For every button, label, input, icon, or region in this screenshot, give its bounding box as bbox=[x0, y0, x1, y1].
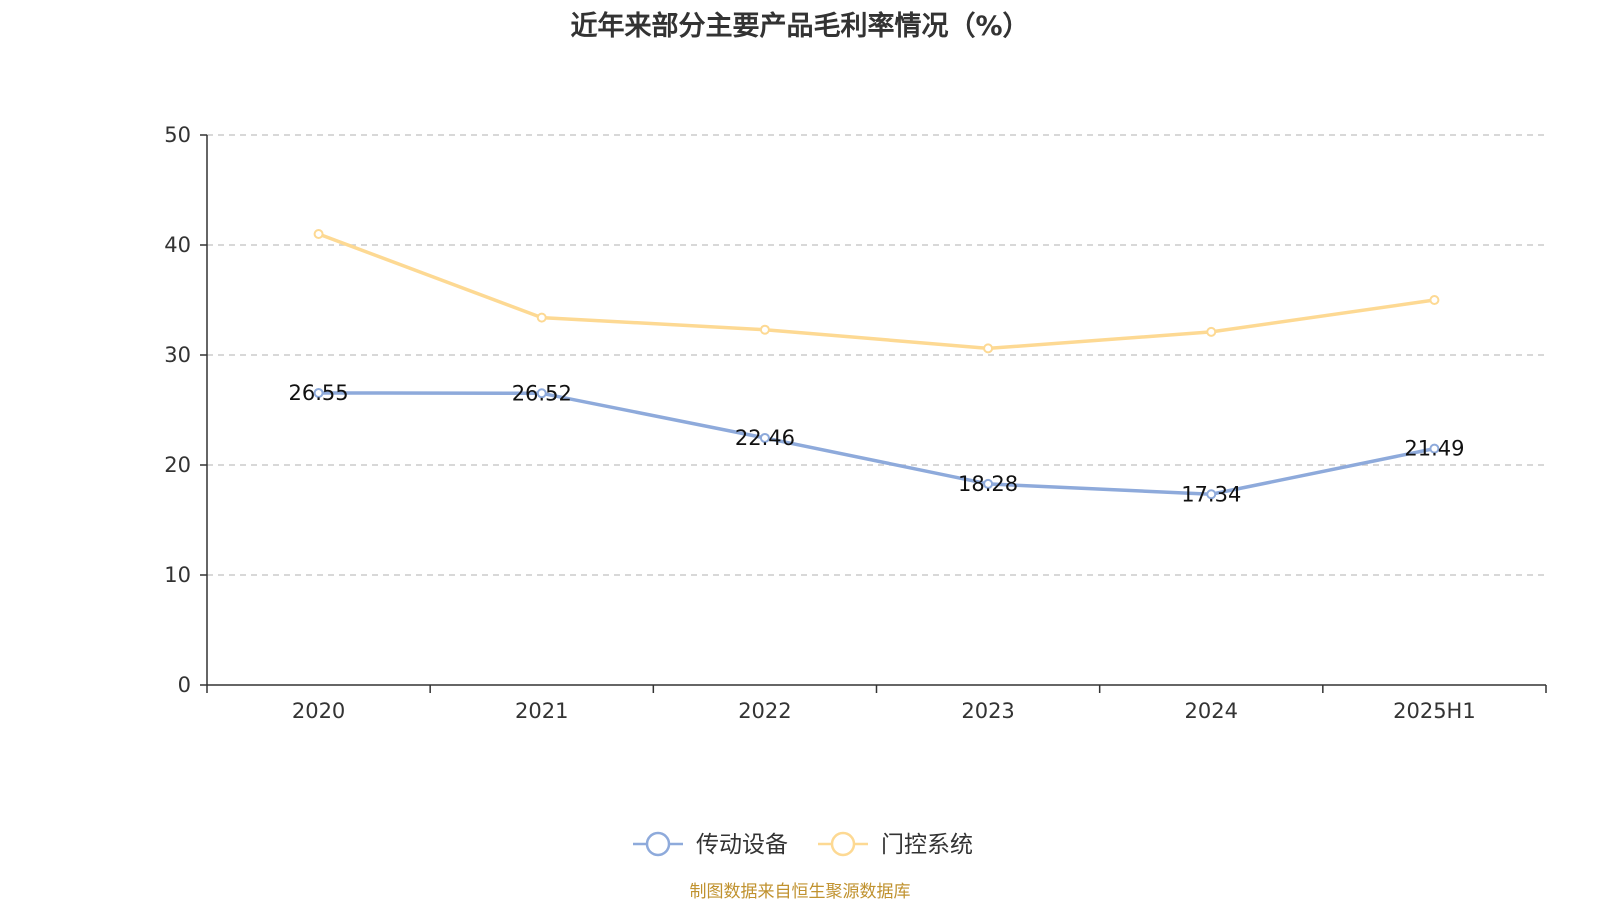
data-point[interactable] bbox=[313, 387, 324, 398]
data-point[interactable] bbox=[1429, 443, 1440, 454]
data-point[interactable] bbox=[536, 388, 547, 399]
y-tick-label: 50 bbox=[164, 123, 191, 147]
legend-label[interactable]: 传动设备 bbox=[696, 832, 788, 858]
x-tick-label: 2024 bbox=[1185, 699, 1238, 723]
legend-label[interactable]: 门控系统 bbox=[881, 832, 973, 858]
x-tick-label: 2023 bbox=[961, 699, 1014, 723]
data-point[interactable] bbox=[983, 343, 994, 354]
data-label: 26.55 bbox=[289, 381, 349, 405]
y-tick-label: 20 bbox=[164, 453, 191, 477]
data-point[interactable] bbox=[759, 324, 770, 335]
series-line-1 bbox=[318, 391, 1435, 497]
y-tick-label: 0 bbox=[178, 673, 191, 697]
data-label: 18.28 bbox=[958, 472, 1018, 496]
data-point[interactable] bbox=[313, 229, 324, 239]
data-label: 22.46 bbox=[735, 426, 795, 450]
chart-title: 近年来部分主要产品毛利率情况（%） bbox=[570, 11, 1030, 42]
legend-marker[interactable] bbox=[645, 831, 671, 857]
data-point[interactable] bbox=[759, 432, 770, 443]
source-note: 制图数据来自恒生聚源数据库 bbox=[689, 882, 911, 902]
data-point[interactable] bbox=[1206, 489, 1217, 500]
data-point[interactable] bbox=[983, 478, 994, 489]
series-line-2 bbox=[317, 232, 1435, 351]
y-tick-label: 30 bbox=[164, 343, 191, 367]
data-label: 21.49 bbox=[1404, 437, 1464, 461]
data-label: 17.34 bbox=[1181, 482, 1241, 506]
legend-marker[interactable] bbox=[830, 831, 856, 857]
x-tick-label: 2021 bbox=[515, 699, 568, 723]
y-tick-label: 10 bbox=[164, 563, 191, 587]
data-label: 26.52 bbox=[512, 381, 572, 405]
x-tick-label: 2020 bbox=[292, 699, 345, 723]
x-tick-label: 2022 bbox=[738, 699, 791, 723]
x-tick-label: 2025H1 bbox=[1393, 699, 1476, 723]
y-tick-label: 40 bbox=[164, 233, 191, 257]
data-point[interactable] bbox=[1206, 326, 1217, 337]
data-point[interactable] bbox=[1429, 295, 1440, 305]
data-point[interactable] bbox=[536, 312, 547, 323]
